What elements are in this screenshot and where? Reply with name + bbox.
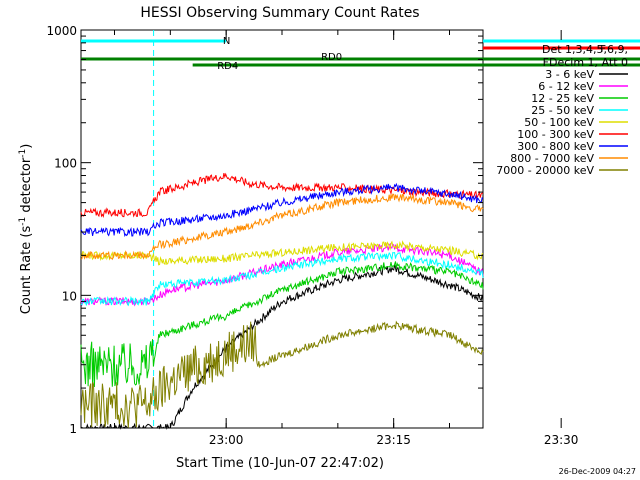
series-line <box>80 264 484 430</box>
series-line <box>80 251 484 307</box>
y-axis-label-superscript2: -1 <box>18 149 28 158</box>
y-tick-label: 100 <box>54 157 77 171</box>
legend-entry-label: 7000 - 20000 keV <box>496 164 594 177</box>
chart-title: HESSI Observing Summary Count Rates <box>140 5 419 21</box>
y-axis-label-part1: Count Rate (s <box>19 226 34 315</box>
legend-entry-label: 50 - 100 keV <box>524 116 594 129</box>
legend-header-line2: FDecim 1, Att 0 <box>543 56 628 69</box>
flag-label-f: F <box>600 44 606 55</box>
flag-bars: N F RD0 RD4 <box>81 36 640 72</box>
x-tick-label: 23:15 <box>376 433 411 447</box>
y-axis-label-part2: detector <box>19 157 34 217</box>
x-tick-label: 23:00 <box>209 433 244 447</box>
y-tick-label: 1000 <box>46 24 77 38</box>
x-axis-label: Start Time (10-Jun-07 22:47:02) <box>176 456 384 471</box>
series-group <box>80 172 484 430</box>
footer-date: 26-Dec-2009 04:27 <box>559 467 636 476</box>
legend: Det 1,3,4,5,6,9, FDecim 1, Att 0 3 - 6 k… <box>496 43 628 177</box>
legend-header-line1: Det 1,3,4,5,6,9, <box>542 43 628 56</box>
legend-entry-label: 300 - 800 keV <box>517 140 594 153</box>
legend-entry-label: 25 - 50 keV <box>531 104 594 117</box>
x-tick-label: 23:30 <box>544 433 579 447</box>
series-line <box>80 182 484 237</box>
flag-label-rd4: RD4 <box>217 61 238 72</box>
series-line <box>80 240 484 266</box>
flag-label-n: N <box>223 36 230 47</box>
flag-label-rd0: RD0 <box>321 52 342 63</box>
series-line <box>80 261 484 388</box>
legend-entry-label: 100 - 300 keV <box>517 128 594 141</box>
y-tick-label: 10 <box>62 289 77 303</box>
series-line <box>80 193 484 261</box>
legend-entry-label: 3 - 6 keV <box>545 68 594 81</box>
y-axis-label-close: ) <box>19 144 34 149</box>
series-line <box>80 172 484 218</box>
legend-entry-label: 12 - 25 keV <box>531 92 594 105</box>
series-line <box>80 320 484 428</box>
legend-entry-label: 800 - 7000 keV <box>510 152 594 165</box>
series-line <box>80 242 484 307</box>
legend-entry-label: 6 - 12 keV <box>538 80 594 93</box>
y-axis-label: Count Rate (s-1 detector-1) <box>18 144 34 315</box>
y-tick-label: 1 <box>69 422 77 436</box>
y-axis-label-superscript: -1 <box>18 217 28 226</box>
